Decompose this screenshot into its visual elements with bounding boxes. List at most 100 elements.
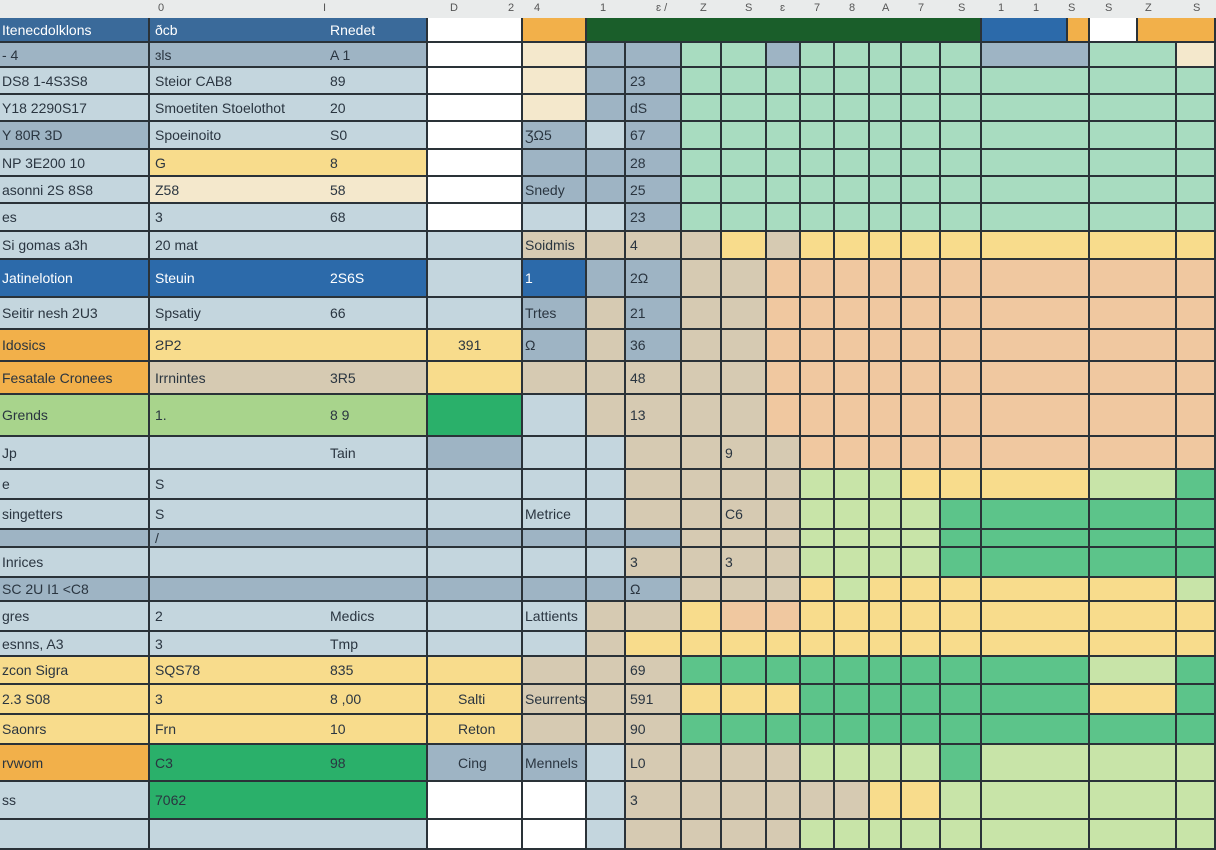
cell-name[interactable]: 1. 8 9	[150, 395, 428, 437]
heat-cell[interactable]	[1177, 362, 1216, 395]
heat-cell[interactable]	[1177, 437, 1216, 470]
heat-cell[interactable]	[982, 437, 1090, 470]
heat-cell[interactable]	[767, 782, 801, 820]
heat-cell[interactable]	[835, 782, 870, 820]
cell-f[interactable]	[587, 657, 626, 685]
heat-cell[interactable]	[1090, 330, 1177, 362]
cell-d[interactable]	[523, 95, 587, 122]
cell-c[interactable]	[428, 782, 523, 820]
heat-cell[interactable]	[982, 632, 1090, 657]
heat-cell[interactable]	[870, 685, 902, 715]
column-header[interactable]: S	[1068, 2, 1076, 14]
cell-label[interactable]	[0, 820, 150, 850]
heat-cell[interactable]	[682, 685, 722, 715]
heat-cell[interactable]	[902, 177, 941, 204]
heat-cell[interactable]	[682, 745, 722, 782]
cell-label[interactable]: Si gomas a3h	[0, 232, 150, 260]
heat-cell[interactable]	[682, 470, 722, 500]
heat-cell[interactable]	[767, 298, 801, 330]
cell-c[interactable]	[428, 18, 523, 43]
heat-cell[interactable]	[902, 362, 941, 395]
heat-cell[interactable]	[870, 437, 902, 470]
cell-name[interactable]: Spsatiy 66	[150, 298, 428, 330]
heat-cell[interactable]	[682, 530, 722, 548]
cell-name[interactable]: 3 8 ,00	[150, 685, 428, 715]
heat-cell[interactable]	[1177, 43, 1216, 68]
column-header[interactable]: D	[450, 2, 458, 14]
cell-name[interactable]	[150, 548, 428, 578]
heat-cell[interactable]	[767, 362, 801, 395]
heat-cell[interactable]	[835, 68, 870, 95]
heat-cell[interactable]	[835, 745, 870, 782]
heat-cell[interactable]	[835, 150, 870, 177]
heat-cell[interactable]	[801, 657, 835, 685]
heat-cell[interactable]	[801, 500, 835, 530]
cell-label[interactable]: NP 3E200 10	[0, 150, 150, 177]
cell-name[interactable]: Irrnintes 3R5	[150, 362, 428, 395]
heat-cell[interactable]	[1177, 68, 1216, 95]
heat-cell[interactable]	[835, 548, 870, 578]
heat-cell[interactable]	[941, 782, 982, 820]
cell-d[interactable]: Mennels	[523, 745, 587, 782]
cell-f[interactable]	[587, 782, 626, 820]
cell-f[interactable]	[587, 632, 626, 657]
heat-cell[interactable]	[902, 470, 941, 500]
heat-cell[interactable]	[941, 657, 982, 685]
cell-f[interactable]	[587, 330, 626, 362]
cell-d[interactable]	[523, 395, 587, 437]
heat-cell[interactable]	[1090, 548, 1177, 578]
column-header[interactable]: ɛ	[780, 2, 786, 14]
heat-cell[interactable]	[1090, 500, 1177, 530]
cell-d[interactable]: Seurrents	[523, 685, 587, 715]
cell-g[interactable]: 67	[626, 122, 682, 150]
cell-c[interactable]	[428, 122, 523, 150]
heat-cell[interactable]	[870, 745, 902, 782]
heat-cell[interactable]	[1177, 232, 1216, 260]
heat-cell[interactable]	[835, 578, 870, 602]
heat-cell[interactable]	[801, 122, 835, 150]
heat-cell[interactable]	[941, 500, 982, 530]
heat-cell[interactable]	[835, 470, 870, 500]
cell-c[interactable]: Salti	[428, 685, 523, 715]
cell-f[interactable]	[587, 602, 626, 632]
cell-g[interactable]: 3	[626, 782, 682, 820]
heat-cell[interactable]	[767, 715, 801, 745]
cell-label[interactable]: Idosics	[0, 330, 150, 362]
cell-f[interactable]	[587, 530, 626, 548]
heat-cell[interactable]	[801, 150, 835, 177]
heat-cell[interactable]	[1090, 685, 1177, 715]
heat-cell[interactable]	[941, 330, 982, 362]
heat-cell[interactable]	[1090, 177, 1177, 204]
heat-cell[interactable]	[902, 715, 941, 745]
cell-c[interactable]: Cing	[428, 745, 523, 782]
heat-cell[interactable]	[982, 43, 1090, 68]
cell-label[interactable]: Itenecdolklons	[0, 18, 150, 43]
heat-cell[interactable]	[902, 820, 941, 850]
heat-cell[interactable]	[902, 95, 941, 122]
heat-cell[interactable]	[941, 95, 982, 122]
heat-cell[interactable]	[902, 68, 941, 95]
heat-cell[interactable]	[1177, 530, 1216, 548]
heat-cell[interactable]	[982, 500, 1090, 530]
heat-cell[interactable]	[722, 685, 767, 715]
heat-cell[interactable]	[835, 330, 870, 362]
heat-cell[interactable]	[902, 548, 941, 578]
heat-cell[interactable]	[835, 260, 870, 298]
heat-cell[interactable]	[801, 395, 835, 437]
heat-cell[interactable]	[835, 204, 870, 232]
heat-cell[interactable]	[682, 548, 722, 578]
heat-cell[interactable]	[1090, 437, 1177, 470]
cell-name[interactable]: Z58 58	[150, 177, 428, 204]
heat-cell[interactable]	[941, 204, 982, 232]
cell-name[interactable]: Smoetiten Stoelothot 20	[150, 95, 428, 122]
cell-g[interactable]	[626, 530, 682, 548]
cell-f[interactable]	[587, 260, 626, 298]
cell-c[interactable]	[428, 150, 523, 177]
cell-f[interactable]	[587, 500, 626, 530]
heat-cell[interactable]	[902, 232, 941, 260]
cell-d[interactable]	[523, 530, 587, 548]
heat-cell[interactable]	[1177, 95, 1216, 122]
heat-cell[interactable]	[835, 632, 870, 657]
heat-cell[interactable]	[941, 68, 982, 95]
cell-c[interactable]	[428, 437, 523, 470]
